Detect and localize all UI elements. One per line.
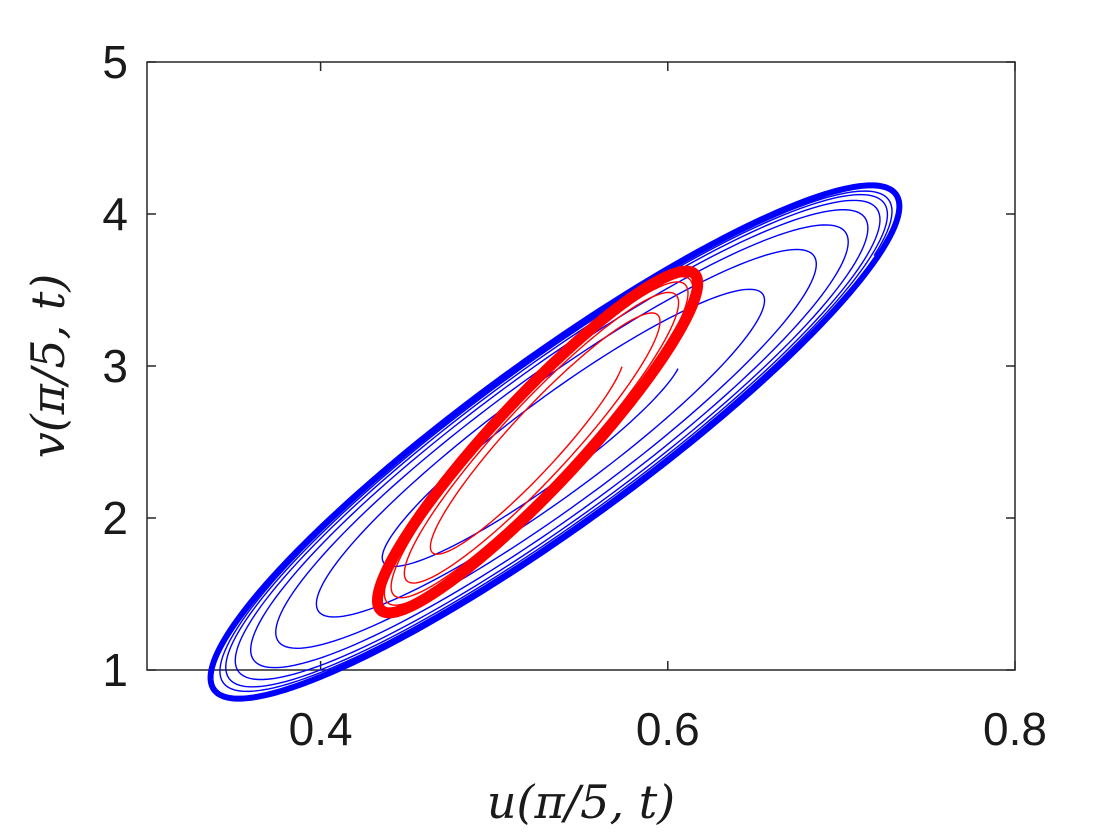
x-tick-label: 0.4 <box>289 703 353 755</box>
series-limit-cycle-0 <box>207 182 903 702</box>
tick-labels: 0.4 0.6 0.8 1 2 3 4 5 <box>102 36 1047 755</box>
x-axis-label: u(π/5, t) <box>487 775 675 829</box>
y-tick-label: 3 <box>102 340 128 392</box>
x-tick-label: 0.6 <box>636 703 700 755</box>
y-tick-label: 2 <box>102 492 128 544</box>
plot-area <box>146 61 1016 671</box>
y-tick-label: 1 <box>102 644 128 696</box>
series-limit-cycle-1 <box>371 265 704 619</box>
axis-ticks <box>147 61 1016 671</box>
y-tick-label: 5 <box>102 36 128 88</box>
y-tick-label: 4 <box>102 188 128 240</box>
x-tick-label: 0.8 <box>983 703 1047 755</box>
series-transient-0 <box>219 190 893 693</box>
trajectories <box>207 182 903 702</box>
y-axis-label: v(π/5, t) <box>21 274 75 459</box>
